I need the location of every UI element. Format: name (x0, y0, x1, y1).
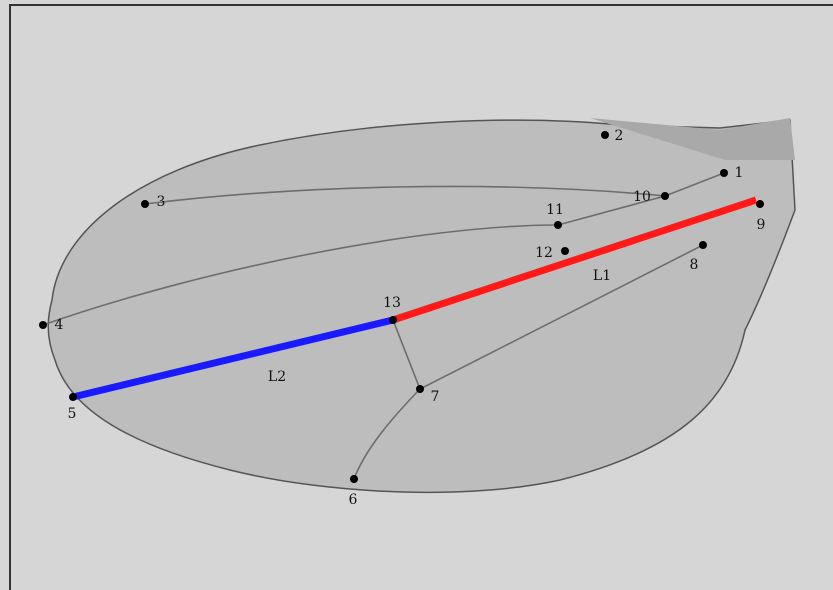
landmark-label: 10 (633, 189, 651, 205)
landmark-label: 1 (735, 165, 744, 181)
landmark-label: 2 (615, 128, 624, 144)
vein (353, 388, 421, 480)
landmark (661, 192, 669, 200)
landmark (601, 131, 609, 139)
landmark (39, 321, 47, 329)
landmark (699, 241, 707, 249)
wing-base (590, 118, 795, 160)
landmark (350, 475, 358, 483)
landmark-label: 11 (546, 202, 564, 218)
landmark-label: 13 (383, 295, 401, 311)
landmark (416, 385, 424, 393)
landmark-label: 3 (157, 194, 166, 210)
line-l1 (391, 196, 758, 324)
landmark (554, 221, 562, 229)
landmark-label: 9 (757, 217, 766, 233)
line-l2 (72, 316, 394, 401)
landmark (69, 393, 77, 401)
vein (42, 224, 559, 326)
line-label: L2 (268, 369, 286, 385)
frame (9, 4, 833, 590)
landmark-label: 5 (68, 406, 77, 422)
wing (47, 119, 796, 494)
line-label: L1 (593, 268, 611, 284)
landmark (756, 200, 764, 208)
landmark (561, 247, 569, 255)
landmark (389, 316, 397, 324)
vein (144, 185, 666, 205)
landmark-label: 4 (55, 317, 64, 333)
landmark-label: 8 (690, 257, 699, 273)
landmark-label: 6 (349, 492, 358, 508)
landmark (720, 169, 728, 177)
landmark-label: 12 (535, 245, 553, 261)
landmark-points (39, 131, 764, 483)
landmark-label: 7 (431, 389, 440, 405)
landmark (141, 200, 149, 208)
